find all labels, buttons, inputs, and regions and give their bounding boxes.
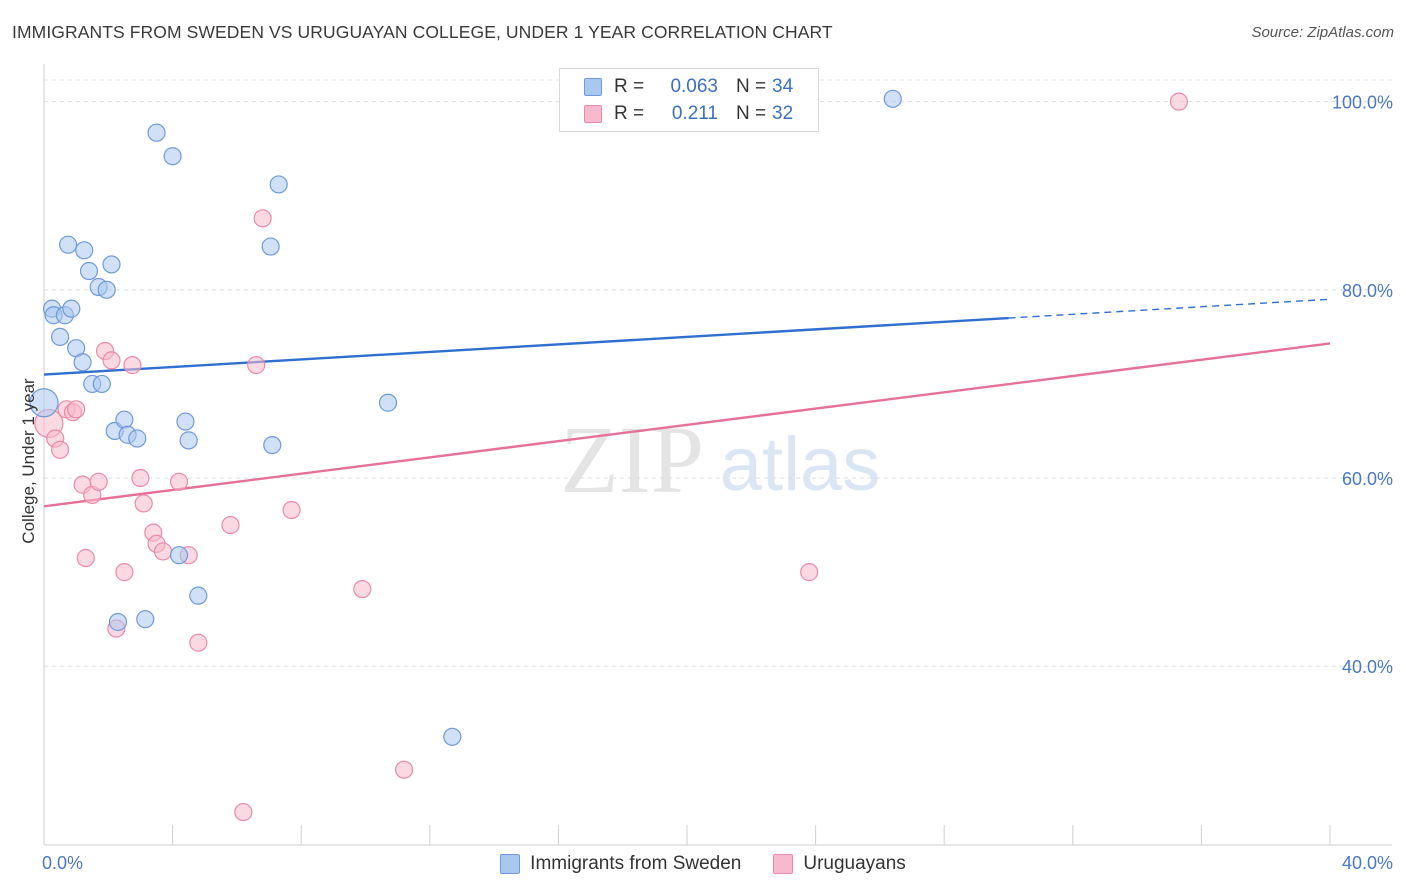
watermark: ZIP atlas: [560, 406, 880, 513]
point-uruguayans: [134, 494, 153, 513]
point-sweden: [261, 237, 280, 256]
y-axis-label: College, Under 1 year: [19, 378, 38, 544]
source-label: Source: ZipAtlas.com: [1251, 24, 1394, 41]
point-uruguayans: [189, 633, 208, 652]
point-uruguayans: [89, 472, 108, 491]
point-sweden: [147, 123, 166, 142]
point-uruguayans: [102, 351, 121, 370]
point-sweden: [79, 261, 99, 281]
trend-line-uruguayans: [43, 342, 1331, 508]
point-sweden: [443, 727, 462, 746]
legend-item-uruguayans: Uruguayans: [773, 853, 906, 875]
watermark-zip: ZIP: [560, 406, 704, 513]
legend-r-label: R =: [614, 103, 645, 124]
series-legend: Immigrants from Sweden Uruguayans: [0, 853, 1406, 875]
point-sweden: [29, 388, 59, 418]
y-tick-label: 80.0%: [1342, 281, 1393, 301]
legend-swatch-uruguayans: [773, 854, 794, 874]
point-uruguayans: [234, 802, 253, 822]
tick-labels: 40.0% 60.0% 80.0% 100.0% 0.0% 40.0%: [42, 93, 1393, 873]
point-sweden: [128, 429, 147, 448]
y-tick-label: 100.0%: [1332, 93, 1393, 113]
stats-legend: R = 0.063 N = 34 R = 0.211 N = 32: [559, 68, 819, 132]
point-uruguayans: [67, 400, 86, 419]
x-tick-label: 40.0%: [1342, 853, 1393, 873]
point-uruguayans: [282, 500, 301, 520]
point-uruguayans: [76, 548, 95, 568]
trend-line-extension: [1008, 298, 1331, 319]
point-uruguayans: [115, 563, 134, 582]
point-sweden: [73, 353, 92, 372]
point-sweden: [102, 255, 121, 274]
point-sweden: [50, 327, 70, 346]
point-uruguayans: [394, 760, 414, 779]
point-sweden: [59, 235, 78, 254]
point-uruguayans: [800, 563, 819, 582]
legend-swatch-uruguayans: [584, 105, 602, 123]
legend-n-value: 32: [772, 103, 794, 124]
point-sweden: [176, 412, 195, 431]
trend-line-sweden: [43, 316, 1009, 376]
point-sweden: [269, 175, 288, 194]
y-tick-label: 60.0%: [1342, 469, 1393, 489]
point-sweden: [169, 546, 189, 565]
point-sweden: [115, 410, 134, 429]
legend-row-sweden: R = 0.063 N = 34: [584, 75, 793, 99]
point-sweden: [108, 612, 128, 632]
point-sweden: [378, 393, 398, 412]
trend-lines: [43, 298, 1331, 508]
legend-r-value: 0.211: [671, 103, 718, 124]
legend-swatch-sweden: [584, 78, 602, 96]
legend-n-label: N =: [736, 103, 767, 124]
point-uruguayans: [169, 472, 189, 491]
watermark-atlas: atlas: [720, 422, 881, 507]
point-uruguayans: [221, 515, 240, 535]
point-uruguayans: [153, 542, 173, 561]
point-sweden: [263, 435, 282, 455]
gridlines: [44, 79, 1392, 667]
point-uruguayans: [353, 579, 372, 599]
legend-r-value: 0.063: [670, 76, 718, 97]
point-sweden: [75, 241, 94, 260]
chart-title: IMMIGRANTS FROM SWEDEN VS URUGUAYAN COLL…: [12, 22, 833, 42]
point-sweden: [163, 147, 182, 166]
legend-item-sweden: Immigrants from Sweden: [500, 853, 741, 875]
legend-row-uruguayans: R = 0.211 N = 32: [584, 102, 793, 126]
point-sweden: [136, 610, 155, 629]
point-uruguayans: [123, 356, 142, 375]
point-sweden: [189, 586, 208, 605]
point-uruguayans: [131, 468, 150, 488]
point-uruguayans: [1169, 92, 1188, 111]
legend-label-uruguayans: Uruguayans: [803, 853, 906, 874]
point-uruguayans: [253, 209, 272, 228]
point-uruguayans: [50, 440, 70, 459]
legend-label-sweden: Immigrants from Sweden: [530, 853, 742, 874]
legend-n-value: 34: [772, 76, 794, 97]
point-sweden: [883, 89, 902, 108]
legend-swatch-sweden: [500, 854, 521, 874]
point-uruguayans: [247, 356, 266, 375]
data-points: [29, 89, 1188, 822]
axes: [43, 64, 1392, 846]
legend-r-label: R =: [614, 76, 645, 97]
y-tick-label: 40.0%: [1342, 657, 1393, 677]
point-sweden: [97, 280, 116, 299]
point-sweden: [92, 374, 111, 394]
point-sweden: [179, 431, 198, 450]
x-tick-label: 0.0%: [42, 853, 83, 873]
point-sweden: [62, 299, 81, 318]
legend-n-label: N =: [736, 76, 767, 97]
